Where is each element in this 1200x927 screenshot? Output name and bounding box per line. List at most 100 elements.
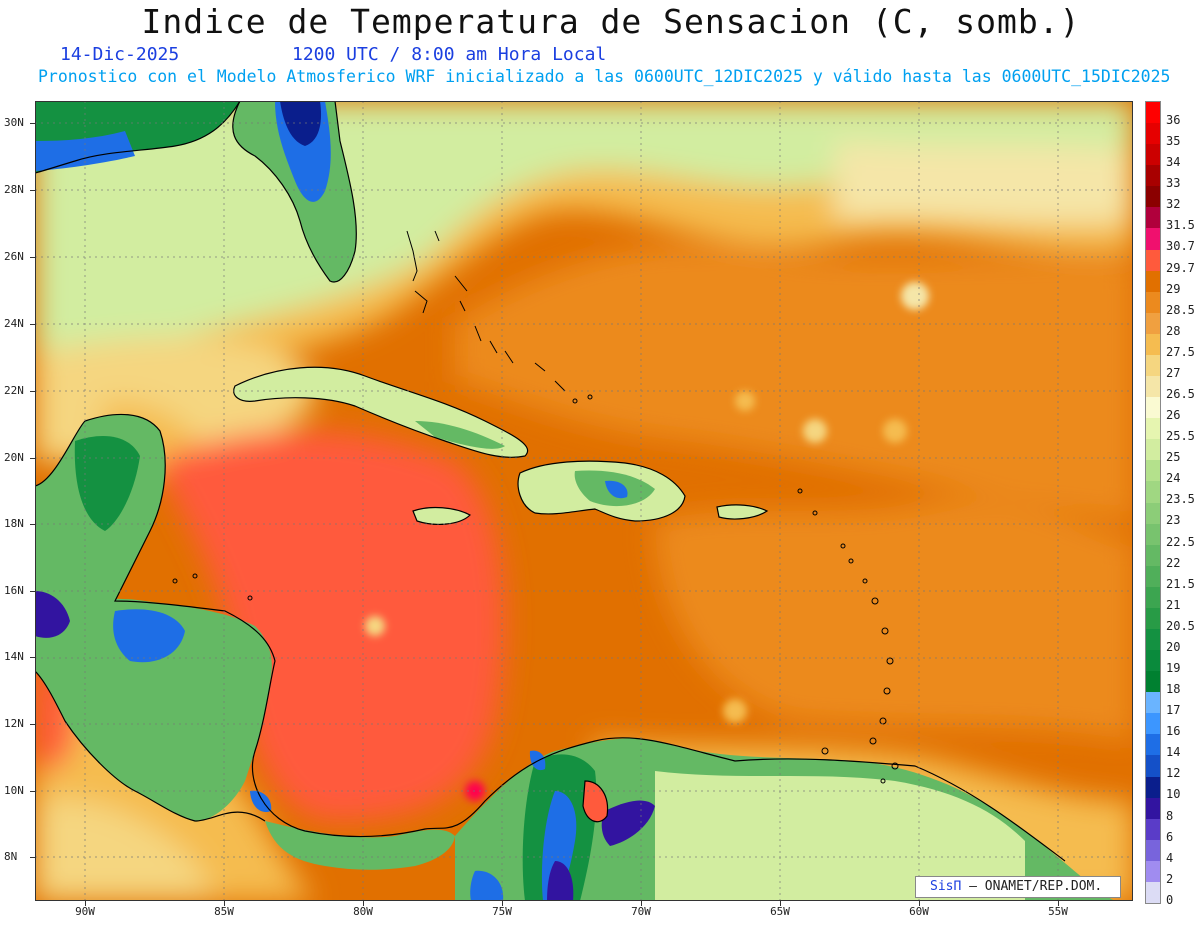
- legend-level-label: 17: [1166, 703, 1181, 718]
- legend-level-label: 18: [1166, 682, 1181, 697]
- legend-level-label: 33: [1166, 176, 1181, 191]
- lon-label: 65W: [770, 905, 790, 918]
- legend-swatch: [1146, 650, 1160, 672]
- legend-swatch: [1146, 607, 1160, 630]
- legend-swatch: [1146, 144, 1160, 166]
- legend-level-label: 34: [1166, 155, 1181, 170]
- legend-swatch: [1146, 734, 1160, 756]
- legend-swatch: [1146, 123, 1160, 145]
- legend-level-label: 23: [1166, 513, 1181, 528]
- land-colombia-south-cold: [470, 870, 504, 901]
- lon-label: 60W: [909, 905, 929, 918]
- lat-tick: [30, 524, 35, 525]
- legend-swatch: [1146, 291, 1160, 314]
- lat-tick: [30, 591, 35, 592]
- field-east-mid: [655, 499, 1133, 741]
- legend-level-label: 28.5: [1166, 302, 1195, 317]
- legend-level-label: 10: [1166, 787, 1181, 802]
- credit-brand: SisΠ: [930, 879, 962, 894]
- lat-label: 28N: [4, 183, 24, 196]
- legend-swatch: [1146, 544, 1160, 567]
- lon-tick: [641, 901, 642, 906]
- land-panama: [265, 821, 455, 870]
- lat-label: 8N: [4, 850, 18, 863]
- legend-swatch: [1146, 207, 1160, 229]
- legend-level-label: 36: [1166, 112, 1181, 127]
- legend-swatch: [1146, 523, 1160, 546]
- lat-tick: [30, 724, 35, 725]
- legend-level-label: 21: [1166, 597, 1181, 612]
- field-north-warm: [455, 245, 1133, 521]
- lat-tick: [30, 190, 35, 191]
- legend-swatch: [1146, 397, 1160, 419]
- lat-label: 12N: [4, 717, 24, 730]
- land-maracaibo: [583, 781, 608, 822]
- legend-swatch: [1146, 186, 1160, 208]
- legend-swatch: [1146, 376, 1160, 398]
- legend-level-label: 22: [1166, 555, 1181, 570]
- legend-swatch: [1146, 481, 1160, 503]
- model-subtitle: Pronostico con el Modelo Atmosferico WRF…: [38, 67, 1171, 86]
- legend-level-label: 28: [1166, 323, 1181, 338]
- legend-level-label: 19: [1166, 661, 1181, 676]
- legend-level-label: 26: [1166, 408, 1181, 423]
- legend-level-label: 16: [1166, 724, 1181, 739]
- lat-tick: [30, 857, 35, 858]
- lat-tick: [30, 657, 35, 658]
- land-cuba-east-green: [415, 421, 505, 449]
- legend-swatch: [1146, 860, 1160, 883]
- lat-tick: [30, 123, 35, 124]
- legend-level-label: 29: [1166, 281, 1181, 296]
- legend-swatch: [1146, 439, 1160, 461]
- legend-level-label: 35: [1166, 134, 1181, 149]
- field-west-caribbean-hot: [155, 431, 505, 821]
- legend-level-label: 20: [1166, 639, 1181, 654]
- legend-level-label: 12: [1166, 766, 1181, 781]
- legend-level-label: 25.5: [1166, 429, 1195, 444]
- land-central-america: [35, 598, 272, 821]
- legend-level-label: 14: [1166, 745, 1181, 760]
- legend-swatch: [1146, 354, 1160, 377]
- legend-swatch: [1146, 165, 1160, 187]
- island-highlights: [365, 282, 929, 801]
- legend-swatch: [1146, 881, 1160, 904]
- legend-swatch: [1146, 692, 1160, 714]
- legend-swatch: [1146, 797, 1160, 820]
- lon-tick: [919, 901, 920, 906]
- coastlines: [35, 101, 1066, 862]
- lat-label: 22N: [4, 384, 24, 397]
- legend-swatch: [1146, 228, 1160, 251]
- lon-label: 75W: [492, 905, 512, 918]
- legend-swatch: [1146, 839, 1160, 862]
- legend-level-label: 30.7: [1166, 239, 1195, 254]
- lat-tick: [30, 324, 35, 325]
- lat-label: 18N: [4, 517, 24, 530]
- valid-time: 1200 UTC / 8:00 am Hora Local: [292, 44, 607, 65]
- legend-level-label: 25: [1166, 450, 1181, 465]
- map-title: Indice de Temperatura de Sensacion (C, s…: [141, 2, 1081, 41]
- lat-tick: [30, 791, 35, 792]
- legend-swatch: [1146, 755, 1160, 778]
- lat-tick: [30, 458, 35, 459]
- color-legend: [1145, 101, 1161, 904]
- legend-swatch: [1146, 713, 1160, 735]
- land-puerto-rico: [717, 504, 767, 519]
- legend-swatch: [1146, 270, 1160, 293]
- legend-swatch: [1146, 586, 1160, 609]
- legend-swatch: [1146, 818, 1160, 841]
- lat-label: 14N: [4, 650, 24, 663]
- lat-label: 30N: [4, 116, 24, 129]
- land-merida-cold: [601, 800, 655, 846]
- land-honduras-cold: [113, 609, 185, 663]
- legend-level-label: 2: [1166, 871, 1174, 886]
- lat-label: 16N: [4, 584, 24, 597]
- lat-tick: [30, 257, 35, 258]
- legend-level-label: 32: [1166, 197, 1181, 212]
- small-islands: [172, 230, 899, 784]
- credit-text: – ONAMET/REP.DOM.: [961, 879, 1103, 894]
- legend-level-label: 0: [1166, 892, 1174, 907]
- legend-swatch: [1146, 502, 1160, 525]
- legend-level-label: 21.5: [1166, 576, 1195, 591]
- legend-swatch: [1146, 333, 1160, 356]
- legend-swatch: [1146, 776, 1160, 799]
